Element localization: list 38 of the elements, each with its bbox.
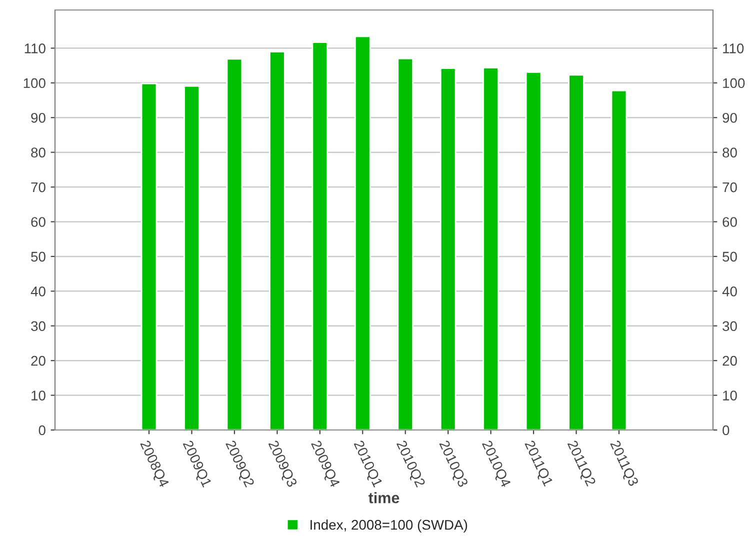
y-tick-label: 0 [38,425,46,436]
y2-tick-label: 20 [722,356,737,366]
bar [184,85,200,430]
y-tick-label: 60 [31,217,46,227]
bar [482,66,499,430]
y-tick-label: 90 [31,112,46,123]
bar [226,58,243,430]
y2-tick-label: 10 [723,390,737,400]
y2-tick-label: 80 [722,148,737,158]
y-tick-label: 20 [31,356,46,366]
y-tick-label: 50 [31,252,46,262]
bar [610,90,628,430]
y-tick-label: 110 [24,44,46,54]
y-tick-label: 30 [31,321,46,332]
y2-tick-label: 0 [722,425,730,436]
bar [140,82,158,430]
legend-label: Index, 2008=100 (SWDA) [310,520,468,532]
bar [397,58,414,430]
y-tick-label: 40 [30,286,46,296]
y2-tick-label: 70 [722,182,737,192]
y-tick-label: 10 [32,390,46,400]
bar [440,68,456,430]
y2-tick-label: 50 [722,252,737,262]
y-tick-label: 70 [31,182,46,192]
y-tick-label: 100 [24,78,46,88]
x-axis-title: time [368,492,400,504]
bar [568,74,584,430]
bar [269,50,286,430]
y2-tick-label: 40 [722,286,737,296]
bar [354,36,371,430]
y2-tick-label: 30 [722,321,737,332]
bar [312,42,328,430]
y2-tick-label: 90 [722,112,737,123]
y2-tick-label: 110 [723,44,744,54]
y2-tick-label: 100 [723,78,745,88]
bar [525,71,542,430]
y-tick-label: 80 [31,148,46,158]
y2-tick-label: 60 [722,217,737,227]
